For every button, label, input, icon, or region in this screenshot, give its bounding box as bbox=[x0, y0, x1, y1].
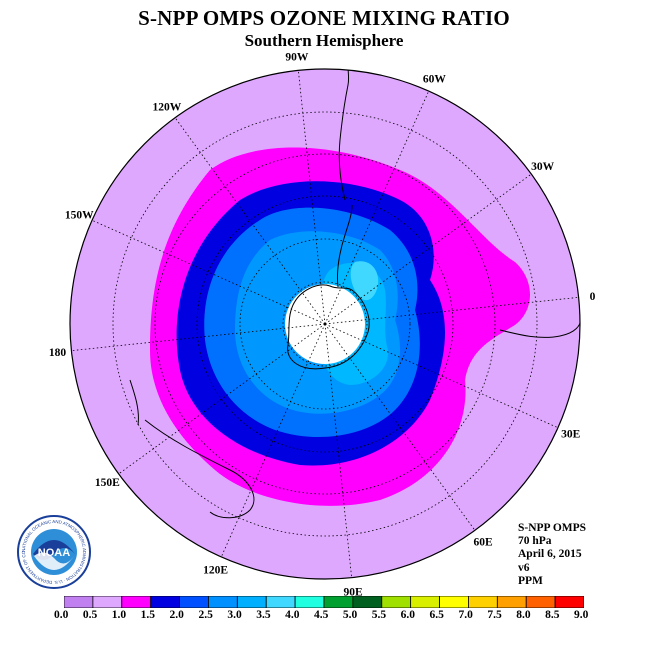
australia-coast bbox=[144, 419, 255, 519]
antarctic-peninsula bbox=[337, 204, 353, 288]
coastlines bbox=[129, 69, 580, 519]
longitude-label: 60E bbox=[474, 537, 494, 549]
colorbar-swatch bbox=[208, 596, 238, 608]
latitude-ring bbox=[196, 195, 454, 453]
latitude-ring bbox=[239, 238, 411, 410]
longitude-label: 150W bbox=[65, 210, 94, 222]
colorbar-tick-label: 7.5 bbox=[487, 609, 502, 621]
colorbar-swatch bbox=[410, 596, 440, 608]
latitude-ring bbox=[154, 153, 496, 495]
info-instrument: S-NPP OMPS bbox=[518, 522, 587, 534]
info-level: 70 hPa bbox=[518, 535, 552, 548]
colorbar-swatch bbox=[496, 596, 527, 608]
colorbar-swatch bbox=[294, 596, 325, 608]
colorbar-swatch bbox=[92, 596, 123, 608]
colorbar-tick-label: 7.0 bbox=[458, 609, 473, 621]
noaa-logo: NOAA NATIONAL OCEANIC AND ATMOSPHERIC AD… bbox=[14, 510, 92, 590]
colorbar-swatch bbox=[352, 596, 383, 608]
longitude-label: 0 bbox=[590, 291, 596, 303]
meridian-line bbox=[324, 323, 476, 531]
longitude-label: 90E bbox=[344, 587, 364, 599]
colorbar-swatch bbox=[323, 596, 354, 608]
south-america-coast bbox=[338, 69, 351, 201]
latitude-ring bbox=[112, 111, 538, 537]
colorbar-tick-label: 2.0 bbox=[169, 609, 184, 621]
page-subtitle: Southern Hemisphere bbox=[244, 31, 404, 50]
meridian-line bbox=[324, 296, 579, 325]
colorbar-tick-label: 3.0 bbox=[227, 609, 242, 621]
colorbar-tick-label: 2.5 bbox=[198, 609, 213, 621]
meridian-line bbox=[297, 70, 326, 325]
map-border bbox=[69, 68, 581, 580]
meridian-line bbox=[324, 173, 532, 325]
meridian-line bbox=[220, 323, 326, 558]
info-units: PPM bbox=[518, 574, 543, 587]
info-date: April 6, 2015 bbox=[518, 548, 582, 561]
colorbar-tick-label: 0.5 bbox=[82, 609, 98, 621]
meridian-line bbox=[324, 323, 353, 578]
longitude-label: 120E bbox=[203, 565, 228, 577]
meridian-line bbox=[118, 323, 326, 475]
meridian-line bbox=[324, 90, 430, 325]
colorbar-tick-label: 1.5 bbox=[140, 609, 156, 621]
graticule bbox=[71, 70, 579, 578]
colorbar-swatch bbox=[64, 596, 94, 608]
colorbar-swatch bbox=[468, 596, 498, 608]
antarctica-coast bbox=[287, 284, 370, 370]
south-pole-marker bbox=[323, 322, 327, 326]
colorbar-tick-label: 8.0 bbox=[516, 609, 531, 621]
colorbar-swatch bbox=[554, 596, 584, 608]
colorbar-swatch bbox=[121, 596, 152, 608]
colorbar-swatch bbox=[179, 596, 209, 608]
colorbar-tick-label: 5.0 bbox=[342, 609, 358, 621]
meridian-line bbox=[174, 117, 326, 325]
africa-coast bbox=[499, 317, 580, 338]
colorbar-tick-label: 6.0 bbox=[400, 609, 416, 621]
longitude-label: 60W bbox=[423, 73, 447, 85]
colorbar-tick-label: 1.0 bbox=[111, 609, 127, 621]
latitude-ring bbox=[282, 281, 368, 367]
colorbar-tick-label: 4.0 bbox=[285, 609, 300, 621]
colorbar bbox=[64, 596, 584, 608]
longitude-label: 120W bbox=[153, 101, 182, 113]
colorbar-tick-label: 6.5 bbox=[429, 609, 444, 621]
longitude-label: 30W bbox=[531, 161, 555, 173]
colorbar-swatch bbox=[150, 596, 180, 608]
colorbar-tick-label: 0.0 bbox=[54, 609, 69, 621]
page-title: S-NPP OMPS OZONE MIXING RATIO bbox=[138, 6, 510, 30]
colorbar-swatch bbox=[236, 596, 267, 608]
meridian-line bbox=[324, 323, 559, 429]
colorbar-swatch bbox=[381, 596, 412, 608]
colorbar-swatch bbox=[525, 596, 556, 608]
meridian-line bbox=[71, 323, 326, 352]
colorbar-swatch bbox=[439, 596, 469, 608]
noaa-logo-text: NOAA bbox=[38, 547, 70, 559]
longitude-label: 180 bbox=[49, 347, 67, 359]
longitude-label: 30E bbox=[561, 428, 581, 440]
longitude-label: 90W bbox=[285, 51, 309, 63]
colorbar-swatch bbox=[265, 596, 296, 608]
colorbar-tick-label: 8.5 bbox=[545, 609, 560, 621]
colorbar-tick-label: 9.0 bbox=[574, 609, 589, 621]
colorbar-tick-label: 5.5 bbox=[371, 609, 387, 621]
info-block: S-NPP OMPS 70 hPa April 6, 2015 v6 PPM bbox=[518, 522, 586, 588]
colorbar-tick-label: 4.5 bbox=[314, 609, 329, 621]
colorbar-tick-label: 3.5 bbox=[256, 609, 271, 621]
longitude-label: 150E bbox=[95, 477, 120, 489]
info-version: v6 bbox=[518, 561, 530, 574]
meridian-line bbox=[91, 219, 326, 325]
new-zealand-coast bbox=[129, 379, 139, 426]
